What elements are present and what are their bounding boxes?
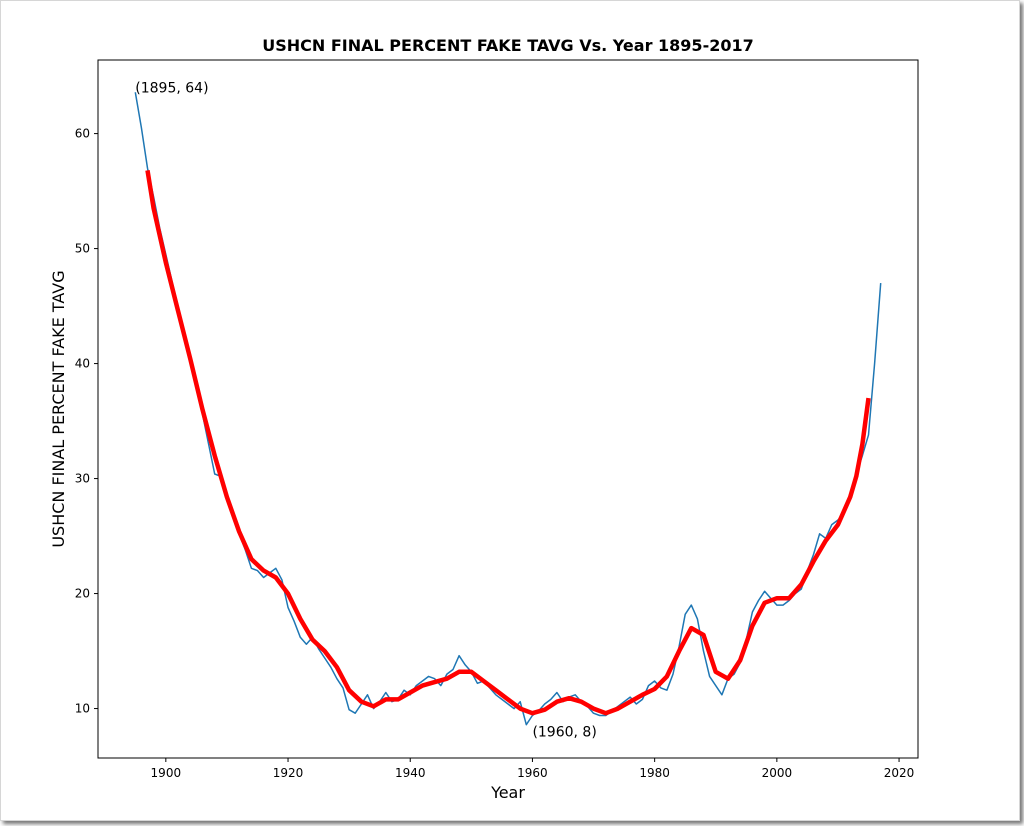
x-tick-label: 1920	[273, 766, 304, 780]
y-tick-label: 40	[75, 357, 90, 371]
y-tick-label: 30	[75, 472, 90, 486]
x-tick-label: 1940	[395, 766, 426, 780]
series-layer	[134, 92, 882, 726]
chart-title: USHCN FINAL PERCENT FAKE TAVG Vs. Year 1…	[262, 36, 753, 55]
y-tick-label: 10	[75, 702, 90, 716]
x-axis-label: Year	[490, 783, 525, 802]
data-annotation: (1895, 64)	[135, 81, 208, 97]
y-tick-label: 20	[75, 587, 90, 601]
data-annotation: (1960, 8)	[532, 725, 596, 741]
y-tick-label: 60	[75, 127, 90, 141]
x-tick-label: 1960	[517, 766, 548, 780]
y-axis: 10 20 30 40 50 60	[75, 127, 98, 716]
x-tick-label: 2020	[884, 766, 915, 780]
x-tick-label: 1980	[639, 766, 670, 780]
x-tick-label: 1900	[151, 766, 182, 780]
x-axis: 1900 1920 1940 1960 1980 2000 2020	[151, 758, 915, 780]
annotation-layer: (1895, 64) (1960, 8)	[135, 81, 597, 741]
data-series-line	[134, 92, 882, 726]
y-axis-label: USHCN FINAL PERCENT FAKE TAVG	[49, 270, 68, 547]
plot-area	[97, 59, 919, 759]
y-tick-label: 50	[75, 242, 90, 256]
smoothed-series-line	[145, 170, 871, 716]
x-tick-label: 2000	[762, 766, 793, 780]
